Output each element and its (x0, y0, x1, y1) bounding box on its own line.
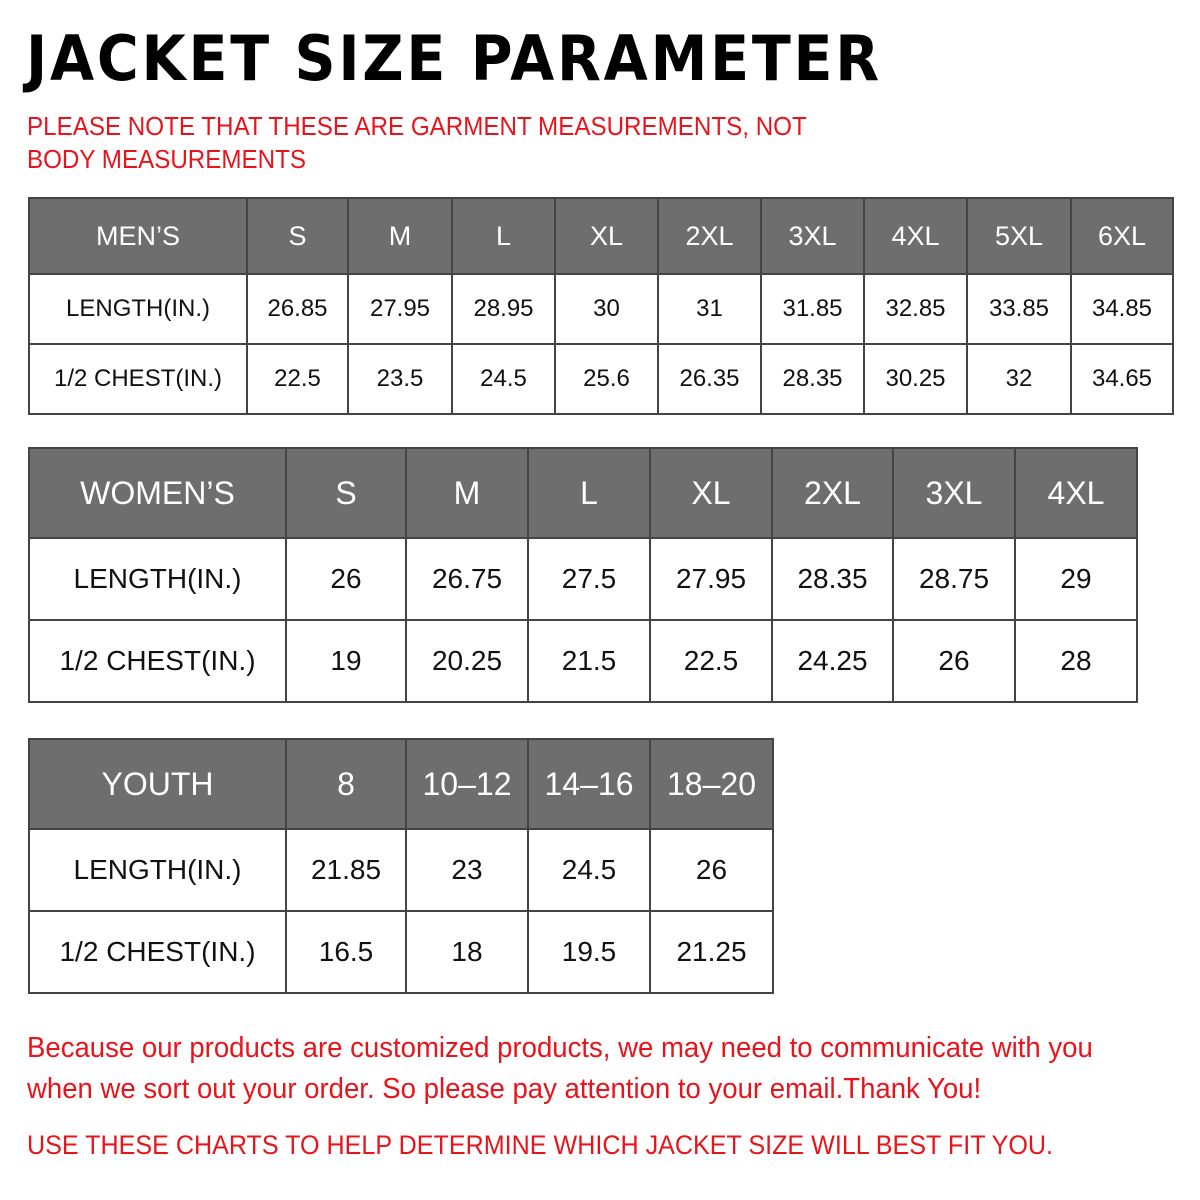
womens-size-table: WOMEN’S S M L XL 2XL 3XL 4XL LENGTH(IN.) 26 26.75 2… (28, 447, 1138, 703)
measurement-note: PLEASE NOTE THAT THESE ARE GARMENT MEASU… (27, 111, 807, 174)
size-header: M (405, 447, 529, 539)
size-header: 8 (285, 738, 407, 830)
measurement-cell: 31 (657, 273, 762, 345)
measurement-cell: 21.5 (527, 619, 651, 703)
size-header: 4XL (1014, 447, 1138, 539)
measurement-cell: 33.85 (966, 273, 1072, 345)
measurement-cell: 26 (892, 619, 1016, 703)
row-label: LENGTH(IN.) (28, 273, 248, 345)
size-header: 6XL (1070, 197, 1174, 275)
table-row: 1/2 CHEST(IN.) 22.5 23.5 24.5 25.6 26.35 28.35… (28, 343, 1174, 415)
measurement-cell: 21.25 (649, 910, 774, 994)
measurement-cell: 27.95 (347, 273, 453, 345)
measurement-cell: 26.75 (405, 537, 529, 621)
measurement-cell: 28.95 (451, 273, 556, 345)
row-label: 1/2 CHEST(IN.) (28, 343, 248, 415)
size-header: 4XL (863, 197, 968, 275)
measurement-cell: 22.5 (649, 619, 773, 703)
measurement-cell: 28 (1014, 619, 1138, 703)
measurement-cell: 16.5 (285, 910, 407, 994)
measurement-cell: 31.85 (760, 273, 865, 345)
row-label: LENGTH(IN.) (28, 537, 287, 621)
category-header: MEN’S (28, 197, 248, 275)
customization-message: Because our products are customized prod… (27, 1028, 1093, 1110)
measurement-cell: 24.5 (527, 828, 651, 912)
size-header: 2XL (771, 447, 894, 539)
measurement-cell: 21.85 (285, 828, 407, 912)
measurement-cell: 19.5 (527, 910, 651, 994)
size-header: 18–20 (649, 738, 774, 830)
fit-instruction: USE THESE CHARTS TO HELP DETERMINE WHICH… (27, 1130, 1054, 1160)
measurement-cell: 26.85 (246, 273, 349, 345)
measurement-cell: 28.75 (892, 537, 1016, 621)
measurement-cell: 34.65 (1070, 343, 1174, 415)
header-row: MEN’S S M L XL 2XL 3XL 4XL 5XL 6XL (28, 197, 1174, 275)
mens-size-table: MEN’S S M L XL 2XL 3XL 4XL 5XL 6XL LENGTH(IN.) 26.8… (28, 197, 1174, 415)
youth-size-table: YOUTH 8 10–12 14–16 18–20 LENGTH(IN.) 21.85 23 2… (28, 738, 774, 994)
table-row: 1/2 CHEST(IN.) 19 20.25 21.5 22.5 24.25 26 28 (28, 619, 1138, 703)
measurement-cell: 25.6 (554, 343, 659, 415)
header-row: YOUTH 8 10–12 14–16 18–20 (28, 738, 774, 830)
measurement-cell: 26.35 (657, 343, 762, 415)
measurement-cell: 26 (285, 537, 407, 621)
measurement-cell: 18 (405, 910, 529, 994)
size-header: 2XL (657, 197, 762, 275)
measurement-cell: 32.85 (863, 273, 968, 345)
measurement-cell: 19 (285, 619, 407, 703)
measurement-cell: 28.35 (760, 343, 865, 415)
size-header: S (246, 197, 349, 275)
table-row: LENGTH(IN.) 26.85 27.95 28.95 30 31 31.85 32.85… (28, 273, 1174, 345)
measurement-cell: 26 (649, 828, 774, 912)
size-header: M (347, 197, 453, 275)
size-header: XL (649, 447, 773, 539)
measurement-cell: 24.25 (771, 619, 894, 703)
size-header: 3XL (760, 197, 865, 275)
category-header: WOMEN’S (28, 447, 287, 539)
message-line-2: when we sort out your order. So please p… (27, 1073, 982, 1105)
header-row: WOMEN’S S M L XL 2XL 3XL 4XL (28, 447, 1138, 539)
measurement-cell: 30.25 (863, 343, 968, 415)
message-line-1: Because our products are customized prod… (27, 1032, 1093, 1064)
size-header: 5XL (966, 197, 1072, 275)
category-header: YOUTH (28, 738, 287, 830)
measurement-cell: 29 (1014, 537, 1138, 621)
measurement-cell: 34.85 (1070, 273, 1174, 345)
measurement-cell: 30 (554, 273, 659, 345)
measurement-cell: 27.5 (527, 537, 651, 621)
measurement-cell: 32 (966, 343, 1072, 415)
measurement-cell: 27.95 (649, 537, 773, 621)
table-row: LENGTH(IN.) 26 26.75 27.5 27.95 28.35 28.75 29 (28, 537, 1138, 621)
row-label: 1/2 CHEST(IN.) (28, 619, 287, 703)
measurement-cell: 24.5 (451, 343, 556, 415)
row-label: LENGTH(IN.) (28, 828, 287, 912)
measurement-cell: 20.25 (405, 619, 529, 703)
size-header: 10–12 (405, 738, 529, 830)
table-row: LENGTH(IN.) 21.85 23 24.5 26 (28, 828, 774, 912)
size-header: L (451, 197, 556, 275)
size-header: L (527, 447, 651, 539)
size-header: S (285, 447, 407, 539)
measurement-cell: 28.35 (771, 537, 894, 621)
size-header: 14–16 (527, 738, 651, 830)
measurement-cell: 23.5 (347, 343, 453, 415)
size-header: 3XL (892, 447, 1016, 539)
measurement-cell: 22.5 (246, 343, 349, 415)
row-label: 1/2 CHEST(IN.) (28, 910, 287, 994)
table-row: 1/2 CHEST(IN.) 16.5 18 19.5 21.25 (28, 910, 774, 994)
page-title: JACKET SIZE PARAMETER (26, 22, 882, 95)
measurement-cell: 23 (405, 828, 529, 912)
size-header: XL (554, 197, 659, 275)
